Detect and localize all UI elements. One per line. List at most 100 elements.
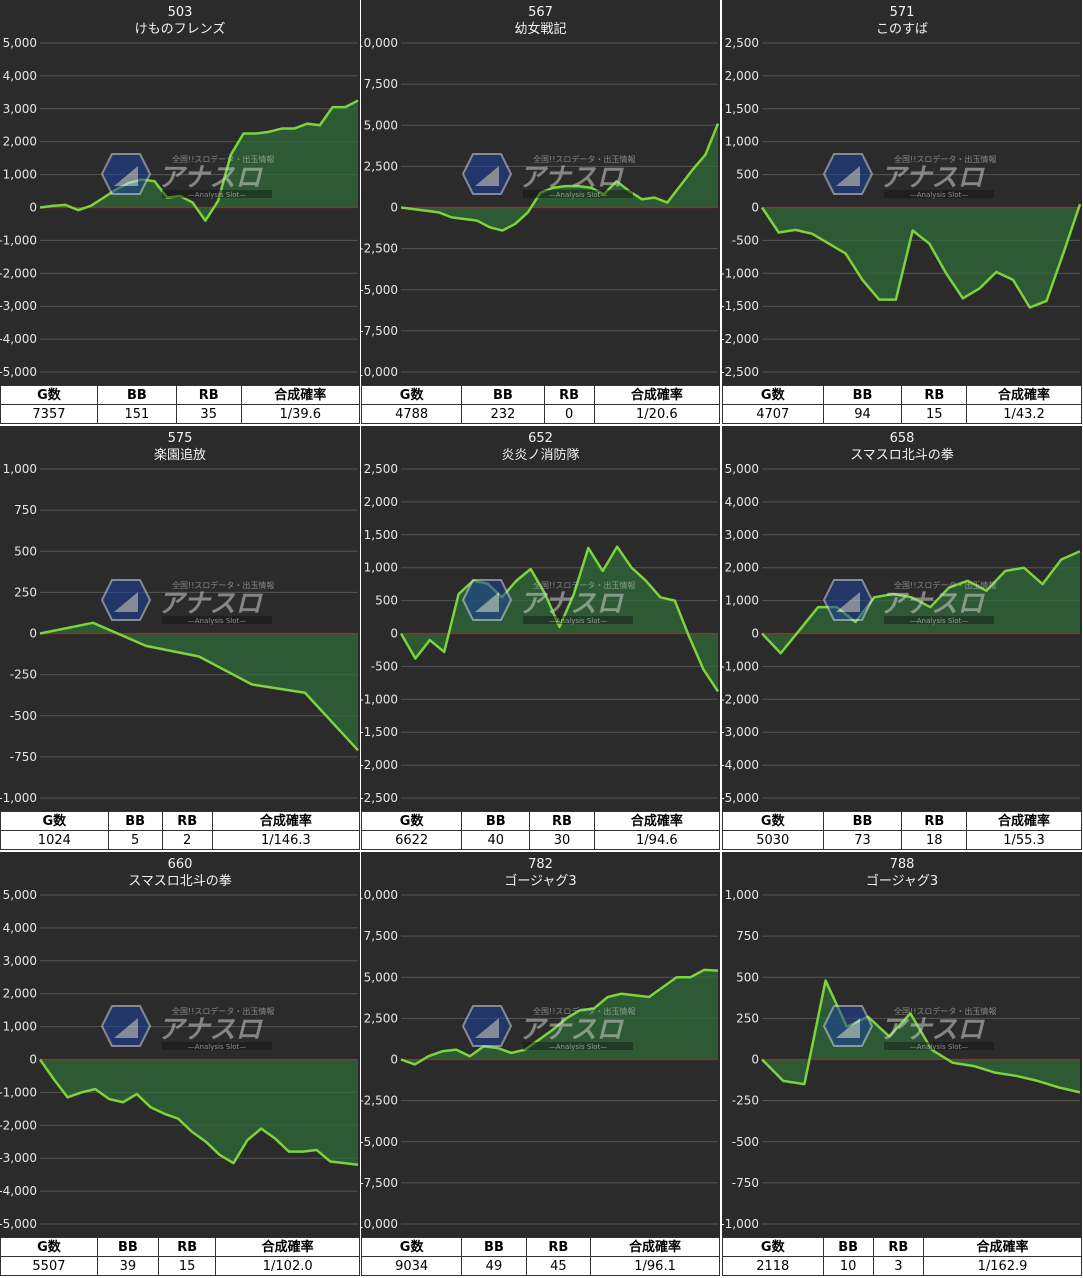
watermark-tagline: 全国!!スロデータ・出玉情報 (172, 580, 274, 590)
machine-title: スマスロ北斗の拳 (850, 448, 954, 463)
stats-value-cell: 1/43.2 (966, 404, 1082, 424)
y-tick-label: 2,000 (364, 495, 398, 509)
stats-value-cell: 7357 (0, 404, 98, 424)
machine-title: ゴージャグ3 (865, 874, 939, 889)
stats-header-row: G数 BB RB 合成確率 (360, 1237, 720, 1257)
stats-value-cell: 1/102.0 (215, 1256, 360, 1276)
stats-header-cell: 合成確率 (240, 385, 360, 405)
stats-value-cell: 73 (822, 830, 903, 850)
y-tick-label: 7,500 (364, 929, 398, 943)
y-tick-label: 0 (751, 201, 759, 215)
machine-title: 炎炎ノ消防隊 (501, 448, 580, 463)
stats-header-cell: BB (461, 1237, 527, 1257)
stats-header-cell: RB (161, 811, 213, 831)
stats-header-cell: BB (96, 385, 177, 405)
stats-header-cell: G数 (0, 811, 109, 831)
chart-panel: 5,000 4,000 3,000 2,000 1,000 0 -1,000 -2,000 -3… (0, 852, 360, 1276)
machine-title: 楽園追放 (153, 448, 206, 463)
panel-header: 575 楽園追放 (0, 426, 360, 464)
y-tick-label: 1,000 (3, 462, 37, 476)
machine-number: 575 (167, 431, 193, 446)
y-tick-label: -5,000 (361, 1135, 398, 1149)
y-tick-label: 2,000 (3, 135, 37, 149)
y-tick-label: 0 (751, 1053, 759, 1067)
y-tick-label: -1,000 (361, 692, 398, 706)
stats-header-row: G数 BB RB 合成確率 (722, 385, 1082, 405)
watermark-subtitle: —Analysis Slot— (549, 191, 607, 199)
y-tick-label: -2,500 (722, 365, 759, 379)
watermark-subtitle: —Analysis Slot— (188, 617, 246, 625)
y-tick-label: -5,000 (0, 365, 37, 379)
stats-value-row: 1024 5 2 1/146.3 (0, 830, 361, 850)
series-line (399, 545, 720, 693)
y-tick-label: -4,000 (0, 1184, 37, 1198)
y-tick-label: -1,000 (722, 1217, 759, 1231)
y-tick-label: 3,000 (3, 954, 37, 968)
stats-table: G数 BB RB 合成確率 7357 151 35 1/39.6 (0, 385, 360, 424)
chart-panel: 10,000 7,500 5,000 2,500 0 -2,500 -5,000 -7,500… (360, 0, 721, 424)
stats-header-cell: 合成確率 (211, 811, 361, 831)
y-tick-label: 5,000 (364, 118, 398, 132)
y-tick-label: 0 (390, 1053, 398, 1067)
y-tick-label: 500 (14, 544, 37, 558)
stats-value-cell: 1/39.6 (240, 404, 360, 424)
line-chart: 10,000 7,500 5,000 2,500 0 -2,500 -5,000 -7,500… (361, 888, 719, 1231)
y-tick-label: -2,000 (722, 332, 759, 346)
stats-value-cell: 45 (525, 1256, 592, 1276)
watermark-tagline: 全国!!スロデータ・出玉情報 (894, 580, 996, 590)
y-tick-label: 2,000 (725, 69, 759, 83)
stats-table: G数 BB RB 合成確率 4788 232 0 1/20.6 (360, 385, 721, 424)
y-tick-label: -250 (10, 668, 37, 682)
watermark-subtitle: —Analysis Slot— (188, 1043, 246, 1051)
stats-value-cell: 18 (901, 830, 968, 850)
watermark-tagline: 全国!!スロデータ・出玉情報 (533, 580, 635, 590)
chart-panel: 5,000 4,000 3,000 2,000 1,000 0 -1,000 -2,000 -3… (0, 0, 360, 424)
machine-number: 782 (528, 857, 553, 872)
stats-value-cell: 35 (175, 404, 242, 424)
line-chart: 1,000 750 500 250 0 -250 -500 -750 -1,000 アナスロ全国!… (0, 462, 359, 805)
stats-header-cell: G数 (360, 1237, 463, 1257)
stats-header-cell: G数 (0, 385, 98, 405)
stats-header-cell: G数 (360, 811, 463, 831)
watermark-logo-text: アナスロ (519, 589, 624, 619)
stats-value-cell: 40 (461, 830, 531, 850)
y-tick-label: -10,000 (361, 365, 398, 379)
stats-value-row: 7357 151 35 1/39.6 (0, 404, 360, 424)
series-line (760, 203, 1082, 309)
stats-table: G数 BB RB 合成確率 2118 10 3 1/162.9 (722, 1237, 1082, 1276)
series-line (38, 1058, 359, 1167)
machine-number: 660 (167, 857, 193, 872)
y-tick-label: 0 (390, 201, 398, 215)
watermark-tagline: 全国!!スロデータ・出玉情報 (533, 1006, 635, 1016)
chart-panel: 1,000 750 500 250 0 -250 -500 -750 -1,000 アナスロ 全国!… (722, 852, 1082, 1276)
stats-table: G数 BB RB 合成確率 4707 94 15 1/43.2 (722, 385, 1082, 424)
stats-header-cell: RB (543, 385, 595, 405)
y-tick-label: 0 (751, 627, 759, 641)
y-tick-label: 10,000 (361, 36, 398, 50)
y-tick-label: -2,000 (361, 758, 398, 772)
y-tick-label: -250 (732, 1094, 759, 1108)
stats-value-cell: 2118 (722, 1256, 824, 1276)
y-tick-label: -4,000 (0, 332, 37, 346)
stats-header-cell: G数 (722, 1237, 824, 1257)
line-chart: 5,000 4,000 3,000 2,000 1,000 0 -1,000 -2,000 -3… (0, 36, 359, 379)
y-tick-label: 2,500 (364, 159, 398, 173)
machine-title: 幼女戦記 (514, 22, 567, 37)
watermark-logo-text: アナスロ (519, 163, 624, 193)
stats-value-cell: 1/162.9 (923, 1256, 1082, 1276)
y-tick-label: -750 (732, 1176, 759, 1190)
stats-header-row: G数 BB RB 合成確率 (360, 385, 721, 405)
y-tick-label: -500 (732, 233, 759, 247)
y-tick-label: -10,000 (361, 1217, 398, 1231)
y-tick-label: 250 (14, 585, 37, 599)
stats-value-cell: 30 (529, 830, 595, 850)
stats-table: G数 BB RB 合成確率 1024 5 2 1/146.3 (0, 811, 361, 850)
stats-header-cell: BB (461, 811, 531, 831)
panel-header: 782 ゴージャグ3 (361, 852, 720, 890)
machine-number: 567 (528, 5, 553, 20)
y-tick-label: 3,000 (725, 528, 759, 542)
y-tick-label: -5,000 (361, 283, 398, 297)
